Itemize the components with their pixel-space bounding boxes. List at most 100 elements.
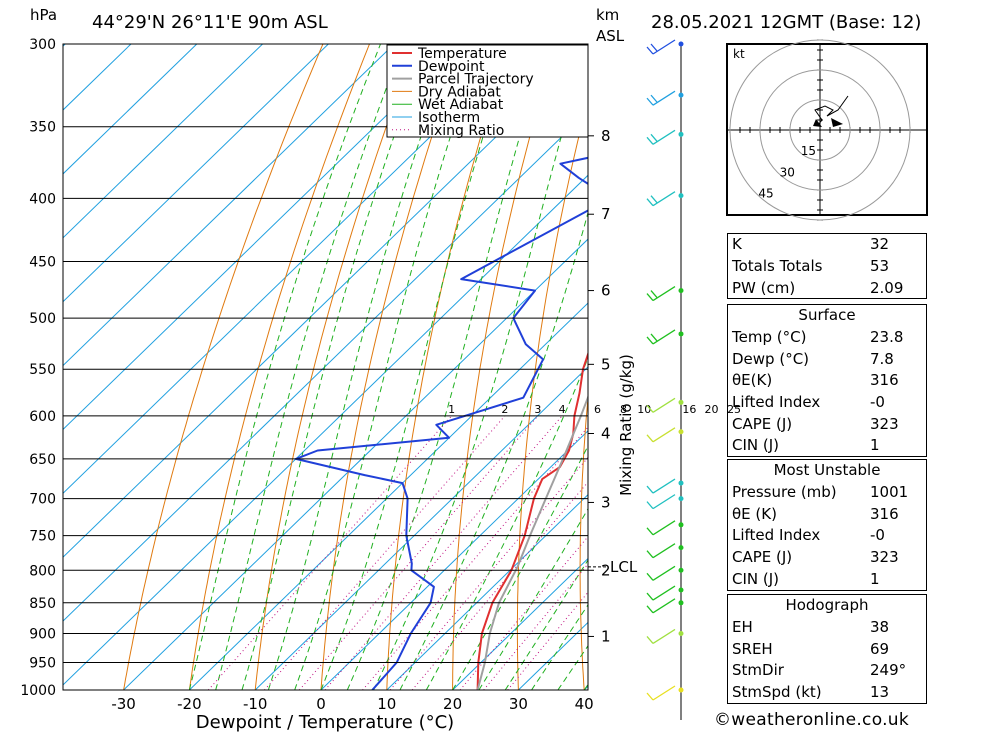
row-label: Pressure (mb)	[732, 483, 837, 502]
row-value: 53	[870, 257, 890, 276]
wind-level-dot	[678, 600, 684, 606]
wind-barb-flag	[646, 293, 654, 301]
plot-frame	[62, 43, 589, 691]
mixing-ratio-line	[324, 415, 563, 690]
mixing-ratio-line	[362, 426, 588, 690]
pressure-tick-label: 600	[29, 409, 56, 425]
wind-level-dot	[678, 429, 684, 435]
pressure-tick-label: 500	[29, 311, 56, 327]
hodograph-ring-label: 15	[801, 144, 816, 158]
row-value: 32	[870, 235, 890, 254]
isotherm-line	[63, 44, 461, 431]
isotherm-line	[63, 46, 588, 558]
surface-box: Surface Temp (°C) 23.8 Dewp (°C) 7.8 θE(K) 316…	[727, 304, 927, 457]
wind-barb-flag	[646, 136, 654, 145]
isotherm-line	[63, 110, 588, 622]
wind-barb-staff	[652, 329, 676, 345]
table-title-row: Surface	[728, 305, 926, 327]
legend-label: Wet Adiabat	[418, 97, 504, 113]
mixing-ratio-label: 1	[448, 403, 455, 416]
wind-barb-flag	[646, 550, 654, 559]
mixing-ratio-label: 8	[620, 403, 627, 416]
dry-adiabat-line	[188, 44, 370, 690]
legend-label: Parcel Trajectory	[418, 72, 534, 88]
isotherm-line	[386, 493, 588, 690]
pressure-tick-label: 650	[29, 452, 56, 468]
row-label: CIN (J)	[732, 569, 780, 588]
row-value: 1	[870, 569, 880, 588]
row-label: StmDir	[732, 661, 784, 680]
copyright-notice: ©weatheronline.co.uk	[714, 710, 910, 730]
temperature-tick-label: 0	[316, 695, 326, 713]
wind-barb-staff	[652, 397, 676, 413]
isotherm-line	[63, 44, 329, 303]
wind-barb-flag	[646, 592, 654, 601]
wind-barb-staff	[652, 286, 676, 302]
row-label: EH	[732, 618, 753, 637]
wind-level-dot	[678, 687, 684, 693]
wind-level-dot	[678, 545, 684, 551]
isotherm-line	[452, 557, 588, 690]
table-title-row: Hodograph	[728, 595, 926, 617]
temperature-tick-label: 20	[443, 695, 462, 713]
wind-level-dot	[678, 496, 684, 502]
table-row: Totals Totals 53	[728, 256, 926, 278]
hodograph-stats-table: Hodograph EH 38 SREH 69 StmDir 249° StmSpd (kt)…	[728, 595, 926, 703]
wind-barb-flag	[646, 501, 654, 510]
temperature-tick-label: -30	[111, 695, 136, 713]
mixing-ratio-label: 3	[534, 403, 541, 416]
isotherm-line	[63, 44, 395, 367]
isotherm-line	[63, 44, 132, 111]
row-value: 316	[870, 504, 899, 523]
height-tick-label: 1	[601, 627, 611, 645]
row-value: -0	[870, 393, 885, 412]
wind-barb-staff	[652, 585, 676, 601]
wind-profile	[646, 39, 684, 720]
row-label: θE (K)	[732, 504, 777, 523]
row-label: StmSpd (kt)	[732, 683, 822, 702]
table-row: CIN (J) 1	[728, 435, 926, 457]
pressure-tick-label: 900	[29, 626, 56, 642]
dry-adiabat-line	[254, 44, 417, 690]
temperature-tick-label: 10	[377, 695, 396, 713]
row-value: 2.09	[870, 278, 904, 297]
wind-barb-staff	[652, 685, 676, 701]
wind-barb-staff	[652, 90, 676, 106]
row-label: Lifted Index	[732, 393, 821, 412]
wind-level-dot	[678, 630, 684, 636]
mixing-ratio-label: 2	[501, 403, 508, 416]
hodograph-stats-box: Hodograph EH 38 SREH 69 StmDir 249° StmSpd (kt)…	[727, 594, 927, 704]
table-title: Hodograph	[785, 596, 869, 615]
height-tick-label: 2	[601, 561, 611, 579]
wind-barb-staff	[652, 565, 676, 581]
row-label: CIN (J)	[732, 436, 780, 455]
wet-adiabat-line	[215, 44, 404, 690]
isotherm-line	[63, 174, 588, 686]
wind-level-dot	[678, 331, 684, 337]
mixing-ratio-label: 20	[705, 403, 719, 416]
wind-barb-staff	[652, 191, 676, 207]
row-label: θE(K)	[732, 371, 773, 390]
wind-level-dot	[678, 92, 684, 98]
pressure-tick-label: 400	[29, 191, 56, 207]
surface-table: Surface Temp (°C) 23.8 Dewp (°C) 7.8 θE(K) 316…	[728, 305, 926, 457]
legend-label: Mixing Ratio	[418, 123, 504, 139]
axis-labels: 3003504004505005506006507007508008509009…	[20, 37, 593, 713]
hodograph-ring	[729, 39, 911, 221]
table-title: Surface	[798, 306, 856, 325]
dry-adiabat-line	[320, 44, 464, 690]
most-unstable-box: Most Unstable Pressure (mb) 1001 θE (K) 316 L…	[727, 459, 927, 591]
wind-barb-staff	[652, 129, 676, 145]
isotherm-line	[123, 238, 588, 690]
location-title: 44°29'N 26°11'E 90m ASL	[92, 12, 328, 33]
row-value: 316	[870, 371, 899, 390]
row-value: 1	[870, 436, 880, 455]
wind-barb-staff	[652, 478, 676, 494]
wind-barb-flag	[646, 636, 654, 644]
hpa-unit-label: hPa	[30, 6, 57, 24]
mixing-ratio-label: 6	[594, 403, 601, 416]
legend-label: Temperature	[417, 46, 507, 62]
height-tick-label: 4	[601, 425, 611, 443]
hodograph-marker	[813, 119, 822, 127]
isotherm-line	[320, 430, 588, 690]
